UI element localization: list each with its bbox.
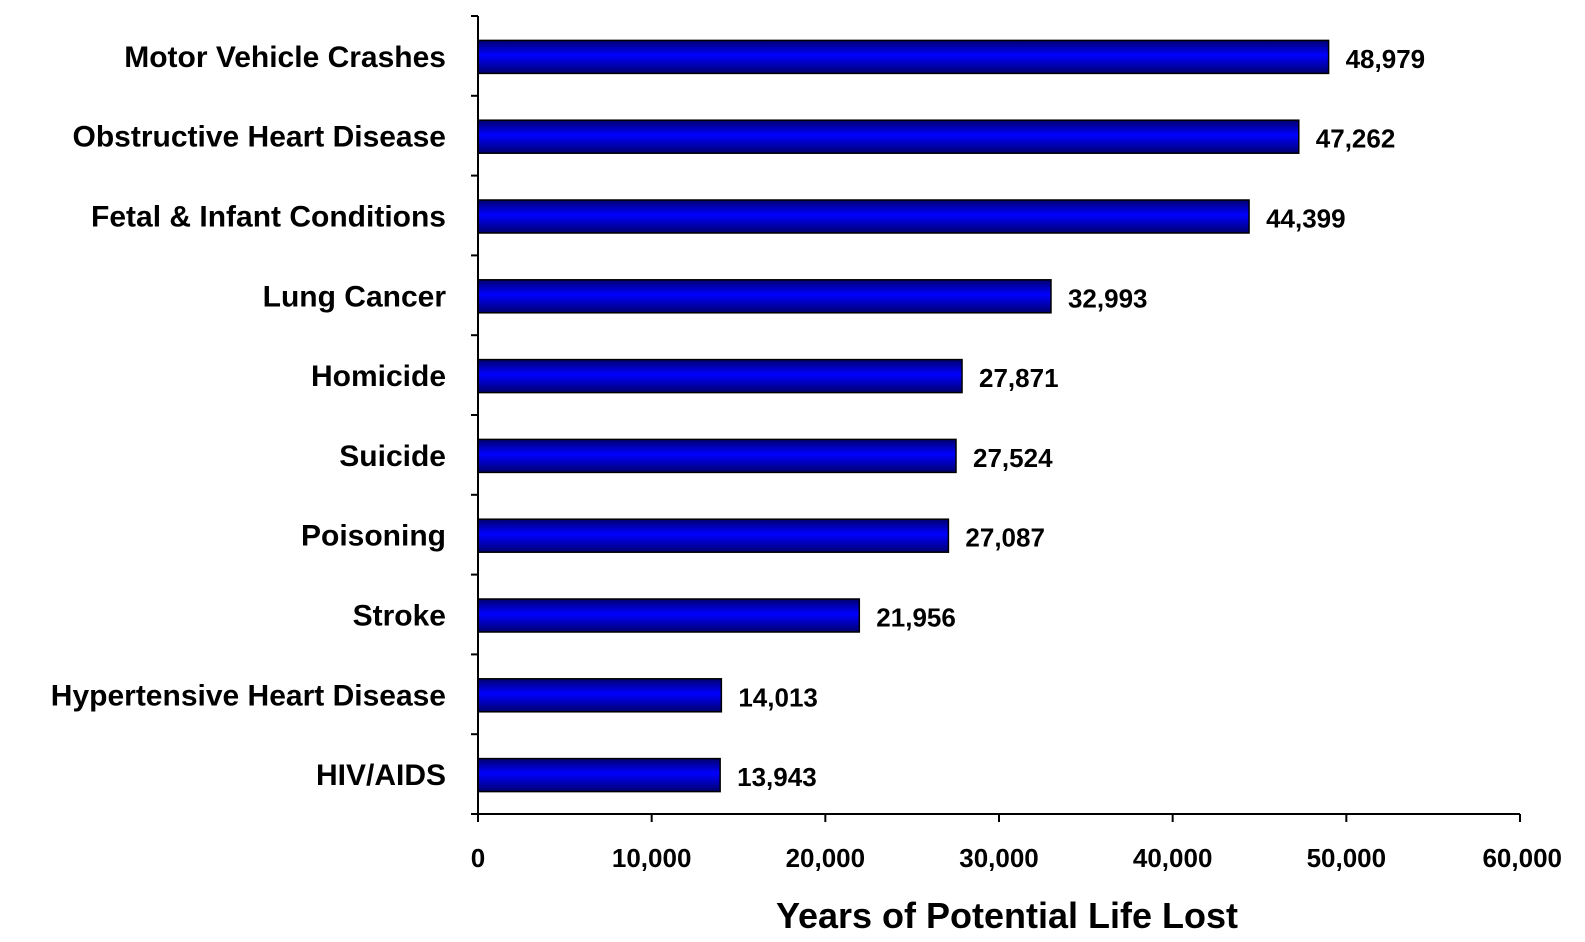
category-label: Lung Cancer — [263, 280, 447, 313]
category-label: Suicide — [339, 440, 446, 473]
bar — [477, 598, 861, 633]
bar — [477, 358, 963, 394]
category-label: Hypertensive Heart Disease — [51, 679, 446, 712]
labels-layer: Motor Vehicle Crashes 48,979 Obstructive H… — [51, 41, 1562, 873]
bar — [477, 438, 957, 474]
category-label: Poisoning — [301, 520, 446, 553]
category-label: Obstructive Heart Disease — [72, 121, 446, 154]
value-label: 13,943 — [737, 762, 817, 792]
x-tick-label: 60,000 — [1482, 843, 1562, 873]
category-label: Motor Vehicle Crashes — [124, 41, 446, 74]
x-tick-label: 0 — [471, 843, 485, 873]
value-label: 44,399 — [1266, 204, 1346, 234]
bars-layer — [477, 39, 1330, 793]
value-label: 14,013 — [738, 682, 818, 712]
category-label: Fetal & Infant Conditions — [91, 201, 446, 234]
x-tick-label: 50,000 — [1307, 843, 1387, 873]
value-label: 47,262 — [1316, 124, 1396, 154]
bar — [477, 279, 1052, 314]
category-label: Stroke — [353, 600, 446, 633]
category-label: Homicide — [311, 360, 446, 393]
bar — [477, 518, 950, 553]
axes-layer — [471, 15, 1521, 822]
bar — [477, 678, 723, 713]
value-label: 48,979 — [1346, 44, 1426, 74]
value-label: 27,871 — [979, 363, 1059, 393]
value-label: 21,956 — [876, 603, 956, 633]
category-label: HIV/AIDS — [316, 759, 446, 792]
x-axis-title: Years of Potential Life Lost — [776, 895, 1238, 936]
x-tick-label: 20,000 — [786, 843, 866, 873]
x-tick-label: 10,000 — [612, 843, 692, 873]
bar — [477, 757, 721, 793]
value-label: 27,087 — [965, 523, 1045, 553]
bar — [477, 119, 1300, 154]
bar — [477, 39, 1330, 75]
value-label: 27,524 — [973, 443, 1053, 473]
bar — [477, 199, 1250, 234]
value-label: 32,993 — [1068, 283, 1148, 313]
x-tick-label: 40,000 — [1133, 843, 1213, 873]
x-tick-label: 30,000 — [959, 843, 1039, 873]
